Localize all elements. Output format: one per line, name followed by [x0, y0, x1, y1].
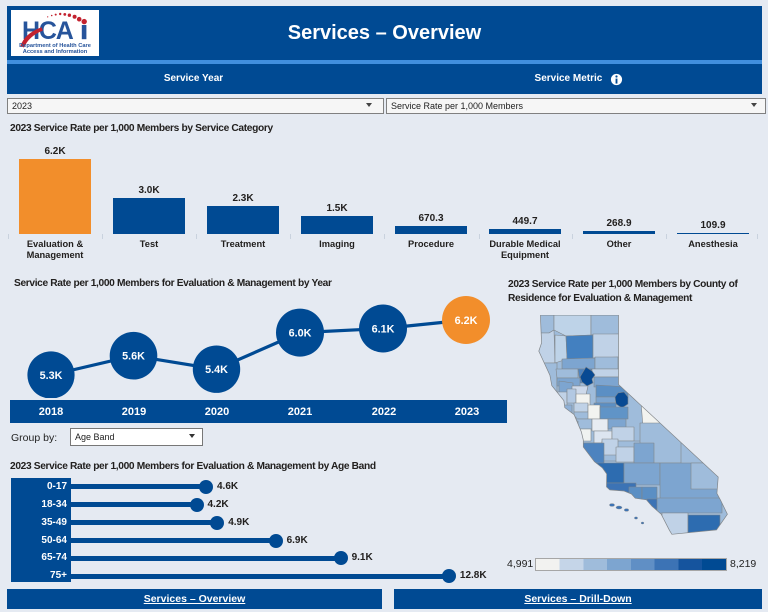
svg-text:Department of Health Care: Department of Health Care	[19, 43, 91, 49]
svg-text:5.4K: 5.4K	[205, 364, 228, 376]
svg-text:HCA: HCA	[22, 17, 74, 45]
svg-text:6.0K: 6.0K	[289, 327, 312, 339]
svg-text:5.6K: 5.6K	[122, 351, 145, 363]
svg-text:6.1K: 6.1K	[372, 323, 395, 335]
svg-text:6.2K: 6.2K	[455, 315, 478, 327]
svg-text:5.3K: 5.3K	[40, 370, 63, 382]
svg-text:Access and Information: Access and Information	[23, 49, 88, 55]
